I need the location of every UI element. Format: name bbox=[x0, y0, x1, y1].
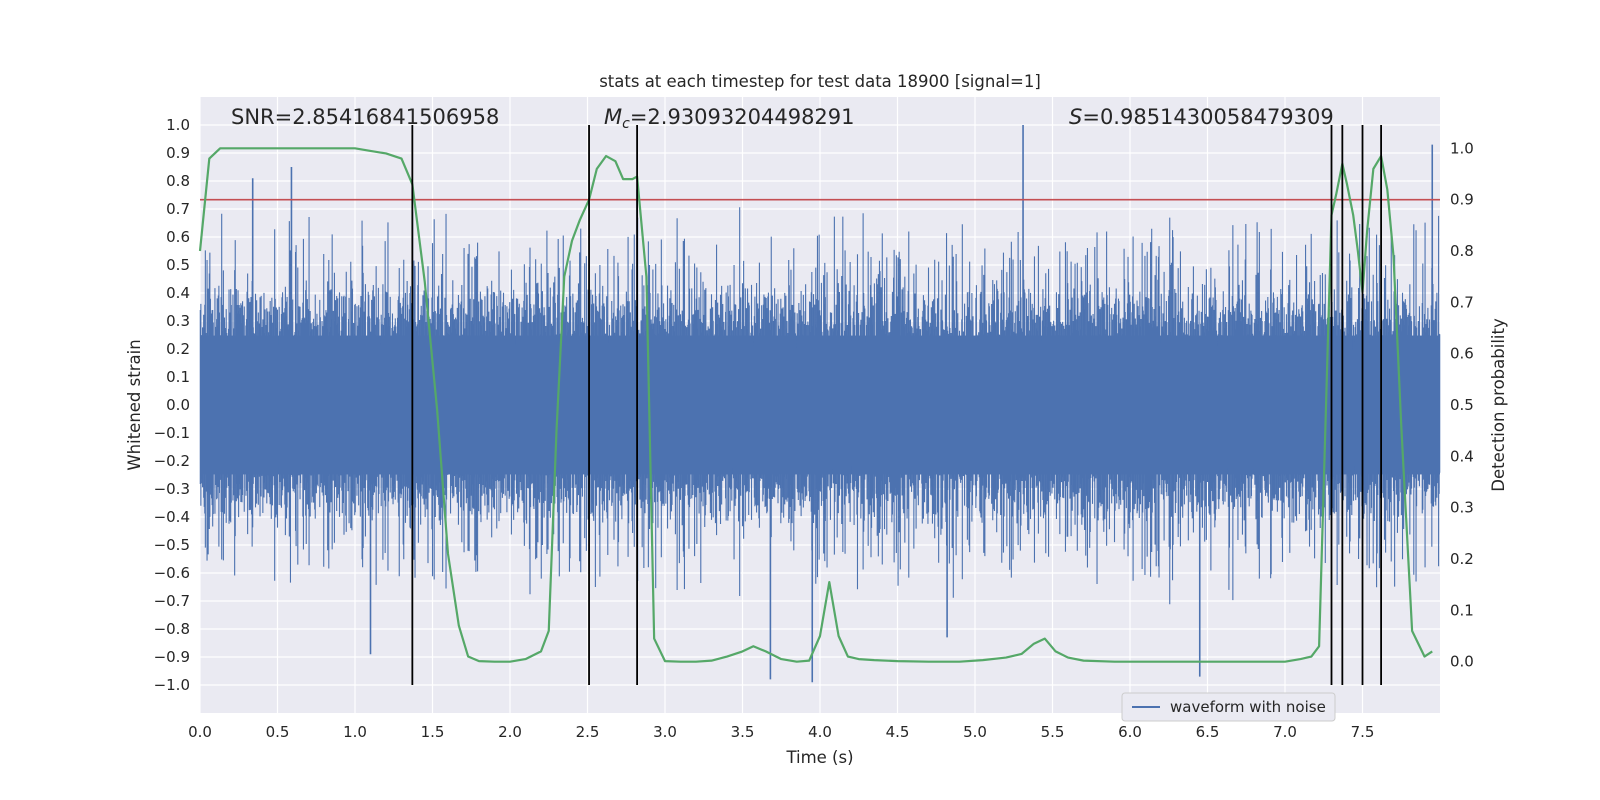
mc-symbol: M bbox=[604, 105, 622, 129]
x-tick-label: 6.5 bbox=[1196, 723, 1220, 741]
x-tick-label: 6.0 bbox=[1118, 723, 1142, 741]
y2-tick-label: 0.0 bbox=[1450, 653, 1474, 671]
y-tick-label: 0.8 bbox=[166, 172, 190, 190]
chirp-mass-annotation: Mc=2.93093204498291 bbox=[604, 105, 855, 132]
y2-tick-label: 0.4 bbox=[1450, 447, 1474, 465]
x-tick-label: 2.5 bbox=[576, 723, 600, 741]
y-tick-label: −0.2 bbox=[154, 452, 190, 470]
y2-tick-label: 0.1 bbox=[1450, 601, 1474, 619]
y-tick-label: 0.7 bbox=[166, 200, 190, 218]
legend-box bbox=[1121, 692, 1336, 722]
s-annotation: S=0.9851430058479309 bbox=[1069, 105, 1334, 129]
y-tick-label: −0.8 bbox=[154, 620, 190, 638]
waveform-trace bbox=[199, 207, 1441, 605]
y2-tick-label: 0.8 bbox=[1450, 242, 1474, 260]
x-tick-label: 2.0 bbox=[498, 723, 522, 741]
y-tick-label: 1.0 bbox=[166, 116, 190, 134]
y2-tick-labels: 1.0 0.9 0.8 0.7 0.6 0.5 0.4 0.3 0.2 0.1 0.0 bbox=[1450, 139, 1474, 670]
y-tick-label: 0.6 bbox=[166, 228, 190, 246]
y-axis-label: Whitened strain bbox=[125, 339, 144, 470]
y-tick-label: −0.6 bbox=[154, 564, 190, 582]
x-tick-label: 0.0 bbox=[188, 723, 212, 741]
y-tick-label: −0.7 bbox=[154, 592, 190, 610]
x-tick-label: 5.0 bbox=[963, 723, 987, 741]
x-axis-label: Time (s) bbox=[785, 748, 853, 767]
y-tick-label: 0.4 bbox=[166, 284, 190, 302]
legend: waveform with noise bbox=[1121, 692, 1336, 722]
y-tick-label: −0.3 bbox=[154, 480, 190, 498]
y-tick-label: 0.9 bbox=[166, 144, 190, 162]
y-tick-label: 0.0 bbox=[166, 396, 190, 414]
y-tick-label: −1.0 bbox=[154, 676, 190, 694]
y-tick-label: −0.1 bbox=[154, 424, 190, 442]
y2-axis-label: Detection probability bbox=[1489, 318, 1508, 492]
y2-tick-label: 0.7 bbox=[1450, 293, 1474, 311]
x-tick-label: 3.0 bbox=[653, 723, 677, 741]
y2-tick-label: 0.2 bbox=[1450, 550, 1474, 568]
x-tick-label: 1.5 bbox=[421, 723, 445, 741]
y-tick-labels: 1.0 0.9 0.8 0.7 0.6 0.5 0.4 0.3 0.2 0.1 0.0 −0.1 −0.… bbox=[154, 116, 190, 694]
x-tick-label: 7.0 bbox=[1273, 723, 1297, 741]
x-tick-label: 7.5 bbox=[1351, 723, 1375, 741]
y-tick-label: 0.2 bbox=[166, 340, 190, 358]
mc-subscript: c bbox=[622, 116, 630, 132]
x-tick-label: 0.5 bbox=[266, 723, 290, 741]
x-tick-label: 4.5 bbox=[886, 723, 910, 741]
event-lines bbox=[411, 125, 1382, 685]
x-tick-label: 3.5 bbox=[731, 723, 755, 741]
y2-tick-label: 0.5 bbox=[1450, 396, 1474, 414]
snr-annotation: SNR=2.85416841506958 bbox=[231, 105, 499, 129]
y2-tick-label: 0.3 bbox=[1450, 499, 1474, 517]
mc-value: =2.93093204498291 bbox=[630, 105, 855, 129]
y2-tick-label: 0.9 bbox=[1450, 191, 1474, 209]
x-tick-label: 5.5 bbox=[1041, 723, 1065, 741]
s-value: =0.9851430058479309 bbox=[1082, 105, 1333, 129]
y2-tick-label: 0.6 bbox=[1450, 345, 1474, 363]
y-tick-label: 0.5 bbox=[166, 256, 190, 274]
x-tick-label: 4.0 bbox=[808, 723, 832, 741]
y-tick-label: −0.9 bbox=[154, 648, 190, 666]
probability-series bbox=[198, 147, 1433, 663]
y2-tick-label: 1.0 bbox=[1450, 139, 1474, 157]
probability-line bbox=[198, 147, 1433, 663]
s-symbol: S bbox=[1069, 105, 1082, 129]
y-tick-label: 0.1 bbox=[166, 368, 190, 386]
chart-title: stats at each timestep for test data 189… bbox=[599, 72, 1041, 91]
y-tick-label: −0.4 bbox=[154, 508, 190, 526]
x-tick-labels: 0.0 0.5 1.0 1.5 2.0 2.5 3.0 3.5 4.0 4.5 5.0 5.5 6.0 6… bbox=[188, 723, 1374, 741]
waveform-series bbox=[199, 125, 1441, 683]
x-tick-label: 1.0 bbox=[343, 723, 367, 741]
y-tick-label: −0.5 bbox=[154, 536, 190, 554]
legend-entry-waveform: waveform with noise bbox=[1170, 698, 1326, 716]
y-tick-label: 0.3 bbox=[166, 312, 190, 330]
